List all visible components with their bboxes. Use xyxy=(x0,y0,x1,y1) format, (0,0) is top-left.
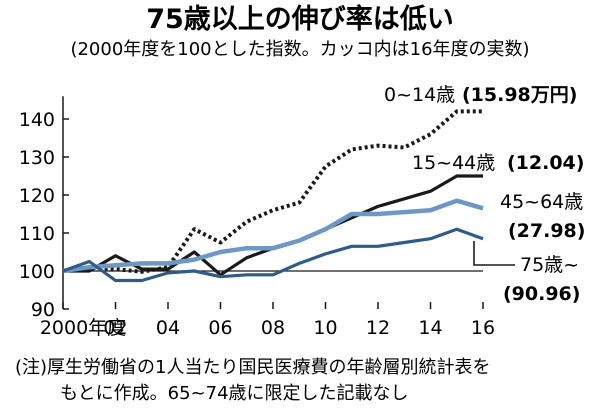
label-15-44-name: 15~44歳 xyxy=(412,152,495,174)
note-line-2: もとに作成。65~74歳に限定した記載なし xyxy=(60,383,409,404)
series-line-1 xyxy=(63,174,483,277)
label-45-64-value: (27.98) xyxy=(508,220,585,242)
chart-subtitle: (2000年度を100とした指数。カッコ内は16年度の実数) xyxy=(70,39,529,60)
note-line-1: (注)厚生労働省の1人当たり国民医療費の年齢層別統計表を xyxy=(15,357,491,378)
series-lines xyxy=(62,109,484,283)
x-tick-label: 14 xyxy=(418,317,442,339)
y-tick-label: 90 xyxy=(31,299,55,321)
y-tick-label: 130 xyxy=(19,147,55,169)
y-tick-label: 100 xyxy=(19,261,55,283)
series-line-0 xyxy=(62,109,483,274)
chart-title: 75歳以上の伸び率は低い xyxy=(146,3,454,35)
y-tick-label: 140 xyxy=(19,109,55,131)
x-tick-label: 10 xyxy=(313,317,337,339)
label-0-14-name: 0~14歳 xyxy=(384,84,455,106)
x-tick-label: 04 xyxy=(156,317,180,339)
y-tick-label: 120 xyxy=(19,185,55,207)
x-tick-label: 06 xyxy=(208,317,232,339)
label-0-14-value: (15.98万円) xyxy=(462,84,577,106)
x-tick-label: 16 xyxy=(471,317,495,339)
label-75-name: 75歳~ xyxy=(520,254,579,276)
label-15-44-value: (12.04) xyxy=(507,152,584,174)
series-line-3 xyxy=(62,227,484,283)
y-tick-label: 110 xyxy=(19,223,55,245)
label-45-64-name: 45~64歳 xyxy=(500,191,583,213)
label-75-leader-line xyxy=(473,241,515,266)
label-75-value: (90.96) xyxy=(503,283,580,305)
x-tick-label: 02 xyxy=(103,317,127,339)
y-axis: 90 100 110 120 130 140 xyxy=(19,96,69,321)
x-tick-label: 08 xyxy=(261,317,285,339)
series-line-2 xyxy=(62,198,484,274)
x-tick-label: 12 xyxy=(366,317,390,339)
x-tick-label: 2000年度 xyxy=(40,317,126,339)
